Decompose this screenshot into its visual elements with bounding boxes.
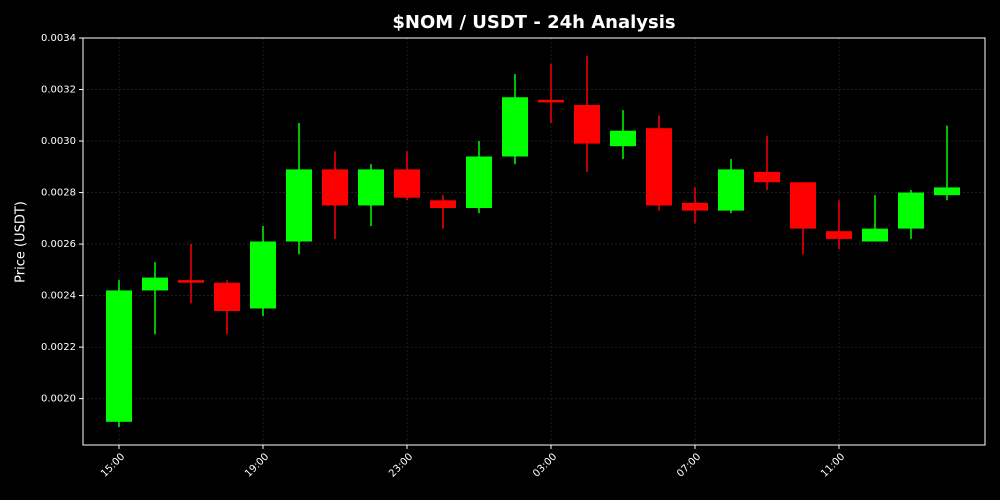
candle-body <box>574 104 600 144</box>
candle-body <box>106 290 132 422</box>
candle-body <box>538 99 564 103</box>
candle-body <box>214 282 240 312</box>
y-tick-label: 0.0024 <box>41 291 76 302</box>
candle-body <box>322 169 348 206</box>
candle-body <box>934 187 960 196</box>
candle-body <box>718 169 744 211</box>
candle-body <box>790 182 816 229</box>
candle-body <box>862 228 888 242</box>
candle-body <box>394 169 420 198</box>
y-tick-label: 0.0022 <box>41 342 76 353</box>
y-tick-label: 0.0020 <box>41 394 76 405</box>
plot-frame <box>82 37 986 446</box>
candle-body <box>826 231 852 239</box>
candle-body <box>142 277 168 291</box>
y-tick-label: 0.0026 <box>41 239 76 250</box>
y-tick-label: 0.0028 <box>41 188 76 199</box>
candle-body <box>466 156 492 209</box>
candle-body <box>682 202 708 211</box>
candle-body <box>754 171 780 183</box>
candle-body <box>646 128 672 206</box>
chart-title: $NOM / USDT - 24h Analysis <box>392 12 675 33</box>
candle-body <box>430 200 456 209</box>
candle-body <box>502 97 528 157</box>
y-tick-label: 0.0030 <box>41 136 76 147</box>
y-axis-label: Price (USDT) <box>14 201 29 283</box>
candle-body <box>358 169 384 206</box>
candle-body <box>610 130 636 147</box>
y-tick-label: 0.0032 <box>41 85 76 96</box>
candle-body <box>286 169 312 242</box>
candle-body <box>178 280 204 283</box>
candle-body <box>250 241 276 309</box>
y-tick-label: 0.0034 <box>41 33 76 44</box>
candle-body <box>898 192 924 229</box>
